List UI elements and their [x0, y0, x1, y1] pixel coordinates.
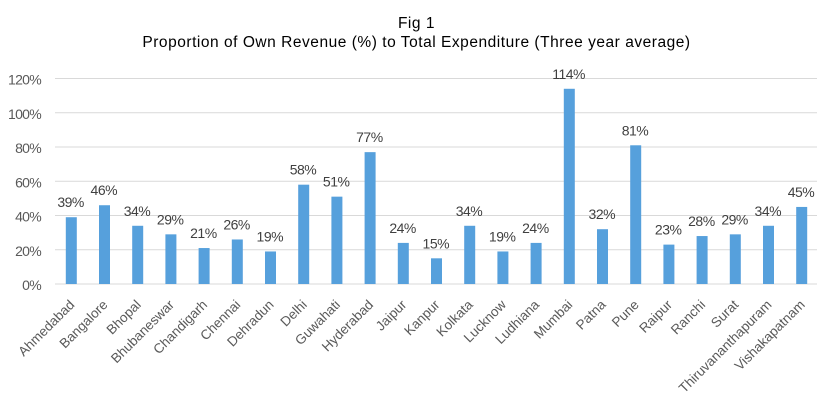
svg-text:0%: 0%: [22, 277, 41, 293]
svg-text:24%: 24%: [389, 220, 416, 236]
svg-text:29%: 29%: [721, 211, 748, 227]
svg-text:34%: 34%: [124, 203, 151, 219]
svg-text:34%: 34%: [755, 203, 782, 219]
svg-text:114%: 114%: [552, 66, 585, 82]
svg-text:15%: 15%: [423, 235, 450, 251]
svg-text:58%: 58%: [290, 162, 317, 178]
svg-text:21%: 21%: [190, 225, 217, 241]
svg-text:40%: 40%: [15, 209, 41, 225]
svg-text:100%: 100%: [8, 106, 41, 122]
svg-text:29%: 29%: [157, 211, 184, 227]
svg-text:34%: 34%: [456, 203, 483, 219]
svg-text:81%: 81%: [622, 122, 649, 138]
svg-text:51%: 51%: [323, 174, 350, 190]
svg-text:19%: 19%: [257, 228, 284, 244]
svg-text:28%: 28%: [688, 213, 715, 229]
svg-text:26%: 26%: [223, 216, 250, 232]
svg-text:60%: 60%: [15, 174, 41, 190]
svg-text:20%: 20%: [15, 243, 41, 259]
svg-text:120%: 120%: [8, 72, 41, 88]
svg-text:80%: 80%: [15, 140, 41, 156]
svg-text:19%: 19%: [489, 228, 516, 244]
svg-text:46%: 46%: [91, 182, 118, 198]
svg-text:24%: 24%: [522, 220, 549, 236]
svg-text:39%: 39%: [57, 194, 84, 210]
svg-text:32%: 32%: [589, 206, 616, 222]
svg-text:45%: 45%: [788, 184, 815, 200]
svg-text:23%: 23%: [655, 222, 682, 238]
svg-text:77%: 77%: [356, 129, 383, 145]
